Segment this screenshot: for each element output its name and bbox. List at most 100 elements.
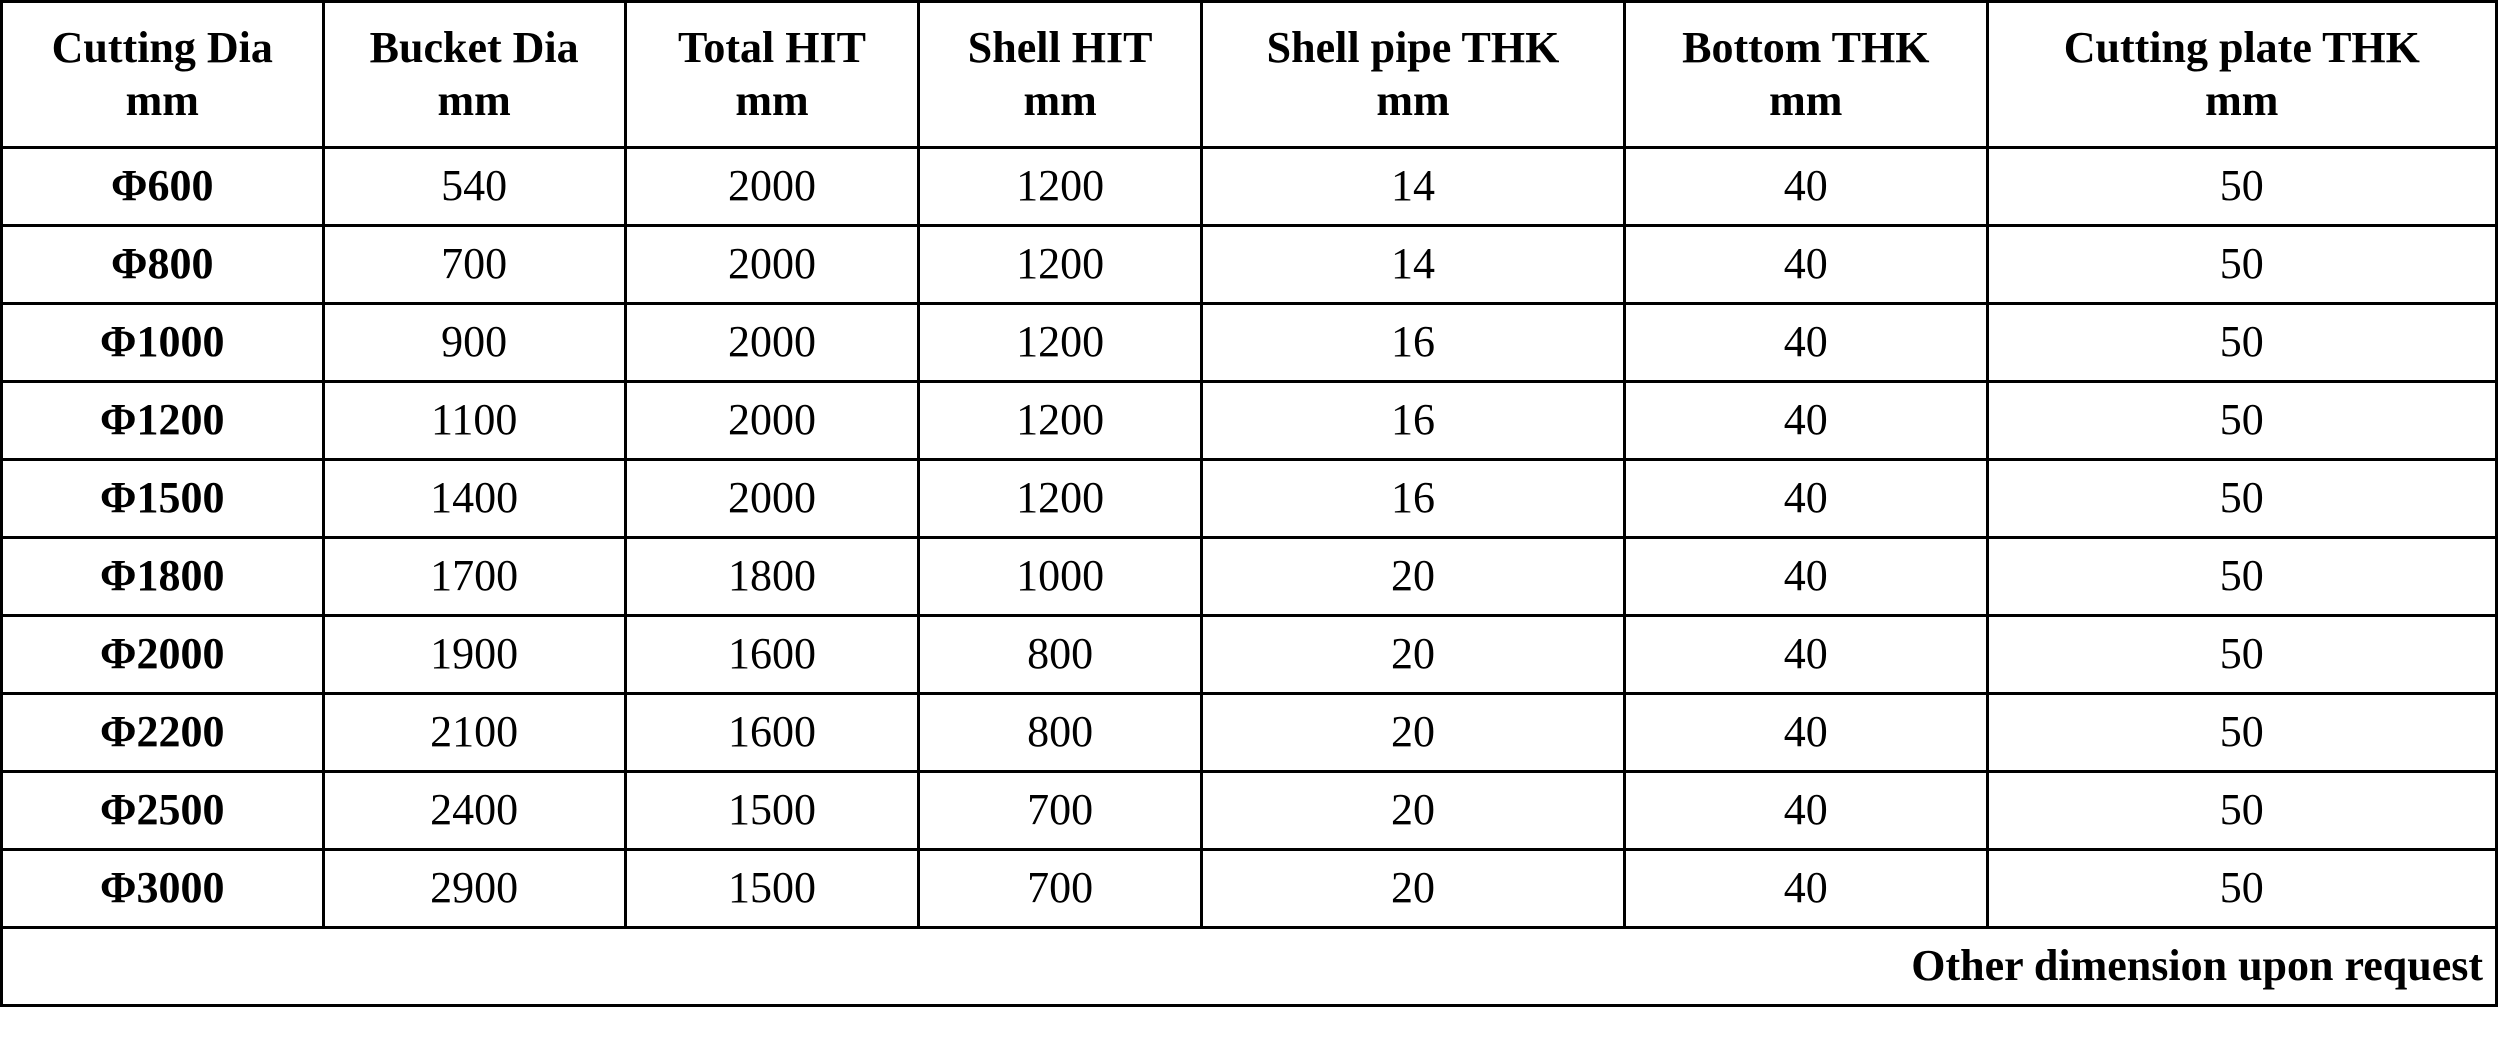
- col-header-line2: mm: [333, 75, 616, 128]
- col-header-line2: mm: [11, 75, 314, 128]
- cell-value: 700: [919, 850, 1202, 928]
- cell-value: 20: [1201, 850, 1624, 928]
- cell-value: 50: [1987, 694, 2496, 772]
- cell-value: 50: [1987, 616, 2496, 694]
- cell-value: 50: [1987, 772, 2496, 850]
- col-header-bottom-thk: Bottom THK mm: [1625, 2, 1988, 148]
- cell-cutting-dia: Φ1200: [2, 382, 324, 460]
- cell-value: 2000: [625, 382, 919, 460]
- col-header-shell-pipe-thk: Shell pipe THK mm: [1201, 2, 1624, 148]
- footer-row: Other dimension upon request: [2, 928, 2497, 1006]
- col-header-line2: mm: [1211, 75, 1615, 128]
- cell-value: 40: [1625, 460, 1988, 538]
- col-header-line2: mm: [1634, 75, 1978, 128]
- cell-cutting-dia: Φ1500: [2, 460, 324, 538]
- cell-value: 16: [1201, 304, 1624, 382]
- cell-value: 40: [1625, 226, 1988, 304]
- cell-cutting-dia: Φ3000: [2, 850, 324, 928]
- cell-value: 2000: [625, 148, 919, 226]
- cell-value: 40: [1625, 850, 1988, 928]
- table-row: Φ200019001600800204050: [2, 616, 2497, 694]
- col-header-line1: Total HIT: [635, 22, 910, 75]
- cell-value: 1500: [625, 772, 919, 850]
- table-row: Φ250024001500700204050: [2, 772, 2497, 850]
- cell-value: 2100: [323, 694, 625, 772]
- cell-value: 40: [1625, 616, 1988, 694]
- cell-value: 40: [1625, 772, 1988, 850]
- col-header-total-hit: Total HIT mm: [625, 2, 919, 148]
- cell-cutting-dia: Φ800: [2, 226, 324, 304]
- cell-value: 50: [1987, 226, 2496, 304]
- cell-value: 1400: [323, 460, 625, 538]
- cell-value: 900: [323, 304, 625, 382]
- col-header-line1: Bucket Dia: [333, 22, 616, 75]
- cell-value: 800: [919, 616, 1202, 694]
- cell-value: 1200: [919, 382, 1202, 460]
- cell-value: 2000: [625, 226, 919, 304]
- cell-value: 1700: [323, 538, 625, 616]
- cell-value: 16: [1201, 460, 1624, 538]
- cell-value: 1800: [625, 538, 919, 616]
- cell-value: 50: [1987, 382, 2496, 460]
- cell-value: 1600: [625, 694, 919, 772]
- cell-cutting-dia: Φ2500: [2, 772, 324, 850]
- table-row: Φ1500140020001200164050: [2, 460, 2497, 538]
- col-header-line2: mm: [635, 75, 910, 128]
- cell-value: 1200: [919, 148, 1202, 226]
- cell-value: 2000: [625, 460, 919, 538]
- col-header-line1: Bottom THK: [1634, 22, 1978, 75]
- cell-cutting-dia: Φ2200: [2, 694, 324, 772]
- cell-value: 2900: [323, 850, 625, 928]
- cell-value: 14: [1201, 148, 1624, 226]
- table-row: Φ60054020001200144050: [2, 148, 2497, 226]
- cell-value: 20: [1201, 694, 1624, 772]
- cell-value: 40: [1625, 382, 1988, 460]
- specifications-table: Cutting Dia mm Bucket Dia mm Total HIT m…: [0, 0, 2498, 1007]
- cell-cutting-dia: Φ1000: [2, 304, 324, 382]
- col-header-cutting-dia: Cutting Dia mm: [2, 2, 324, 148]
- table-body: Φ60054020001200144050Φ800700200012001440…: [2, 148, 2497, 928]
- col-header-line2: mm: [928, 75, 1192, 128]
- col-header-cutting-plate-thk: Cutting plate THK mm: [1987, 2, 2496, 148]
- cell-value: 40: [1625, 538, 1988, 616]
- table-row: Φ80070020001200144050: [2, 226, 2497, 304]
- cell-cutting-dia: Φ2000: [2, 616, 324, 694]
- cell-value: 1900: [323, 616, 625, 694]
- cell-cutting-dia: Φ600: [2, 148, 324, 226]
- table-row: Φ220021001600800204050: [2, 694, 2497, 772]
- cell-value: 1100: [323, 382, 625, 460]
- cell-value: 1200: [919, 460, 1202, 538]
- cell-value: 50: [1987, 304, 2496, 382]
- cell-value: 1600: [625, 616, 919, 694]
- footer-note: Other dimension upon request: [2, 928, 2497, 1006]
- col-header-shell-hit: Shell HIT mm: [919, 2, 1202, 148]
- cell-value: 700: [323, 226, 625, 304]
- cell-value: 1200: [919, 226, 1202, 304]
- col-header-line1: Cutting plate THK: [1997, 22, 2487, 75]
- cell-value: 1000: [919, 538, 1202, 616]
- col-header-line1: Shell pipe THK: [1211, 22, 1615, 75]
- cell-value: 20: [1201, 538, 1624, 616]
- cell-value: 50: [1987, 460, 2496, 538]
- table-head: Cutting Dia mm Bucket Dia mm Total HIT m…: [2, 2, 2497, 148]
- col-header-bucket-dia: Bucket Dia mm: [323, 2, 625, 148]
- cell-value: 800: [919, 694, 1202, 772]
- cell-value: 2000: [625, 304, 919, 382]
- col-header-line1: Shell HIT: [928, 22, 1192, 75]
- cell-value: 40: [1625, 148, 1988, 226]
- cell-value: 540: [323, 148, 625, 226]
- cell-value: 20: [1201, 616, 1624, 694]
- cell-value: 14: [1201, 226, 1624, 304]
- cell-value: 50: [1987, 148, 2496, 226]
- cell-cutting-dia: Φ1800: [2, 538, 324, 616]
- cell-value: 40: [1625, 694, 1988, 772]
- cell-value: 50: [1987, 538, 2496, 616]
- cell-value: 1200: [919, 304, 1202, 382]
- cell-value: 40: [1625, 304, 1988, 382]
- table-row: Φ1200110020001200164050: [2, 382, 2497, 460]
- table-foot: Other dimension upon request: [2, 928, 2497, 1006]
- table-row: Φ1800170018001000204050: [2, 538, 2497, 616]
- table-row: Φ300029001500700204050: [2, 850, 2497, 928]
- col-header-line2: mm: [1997, 75, 2487, 128]
- cell-value: 16: [1201, 382, 1624, 460]
